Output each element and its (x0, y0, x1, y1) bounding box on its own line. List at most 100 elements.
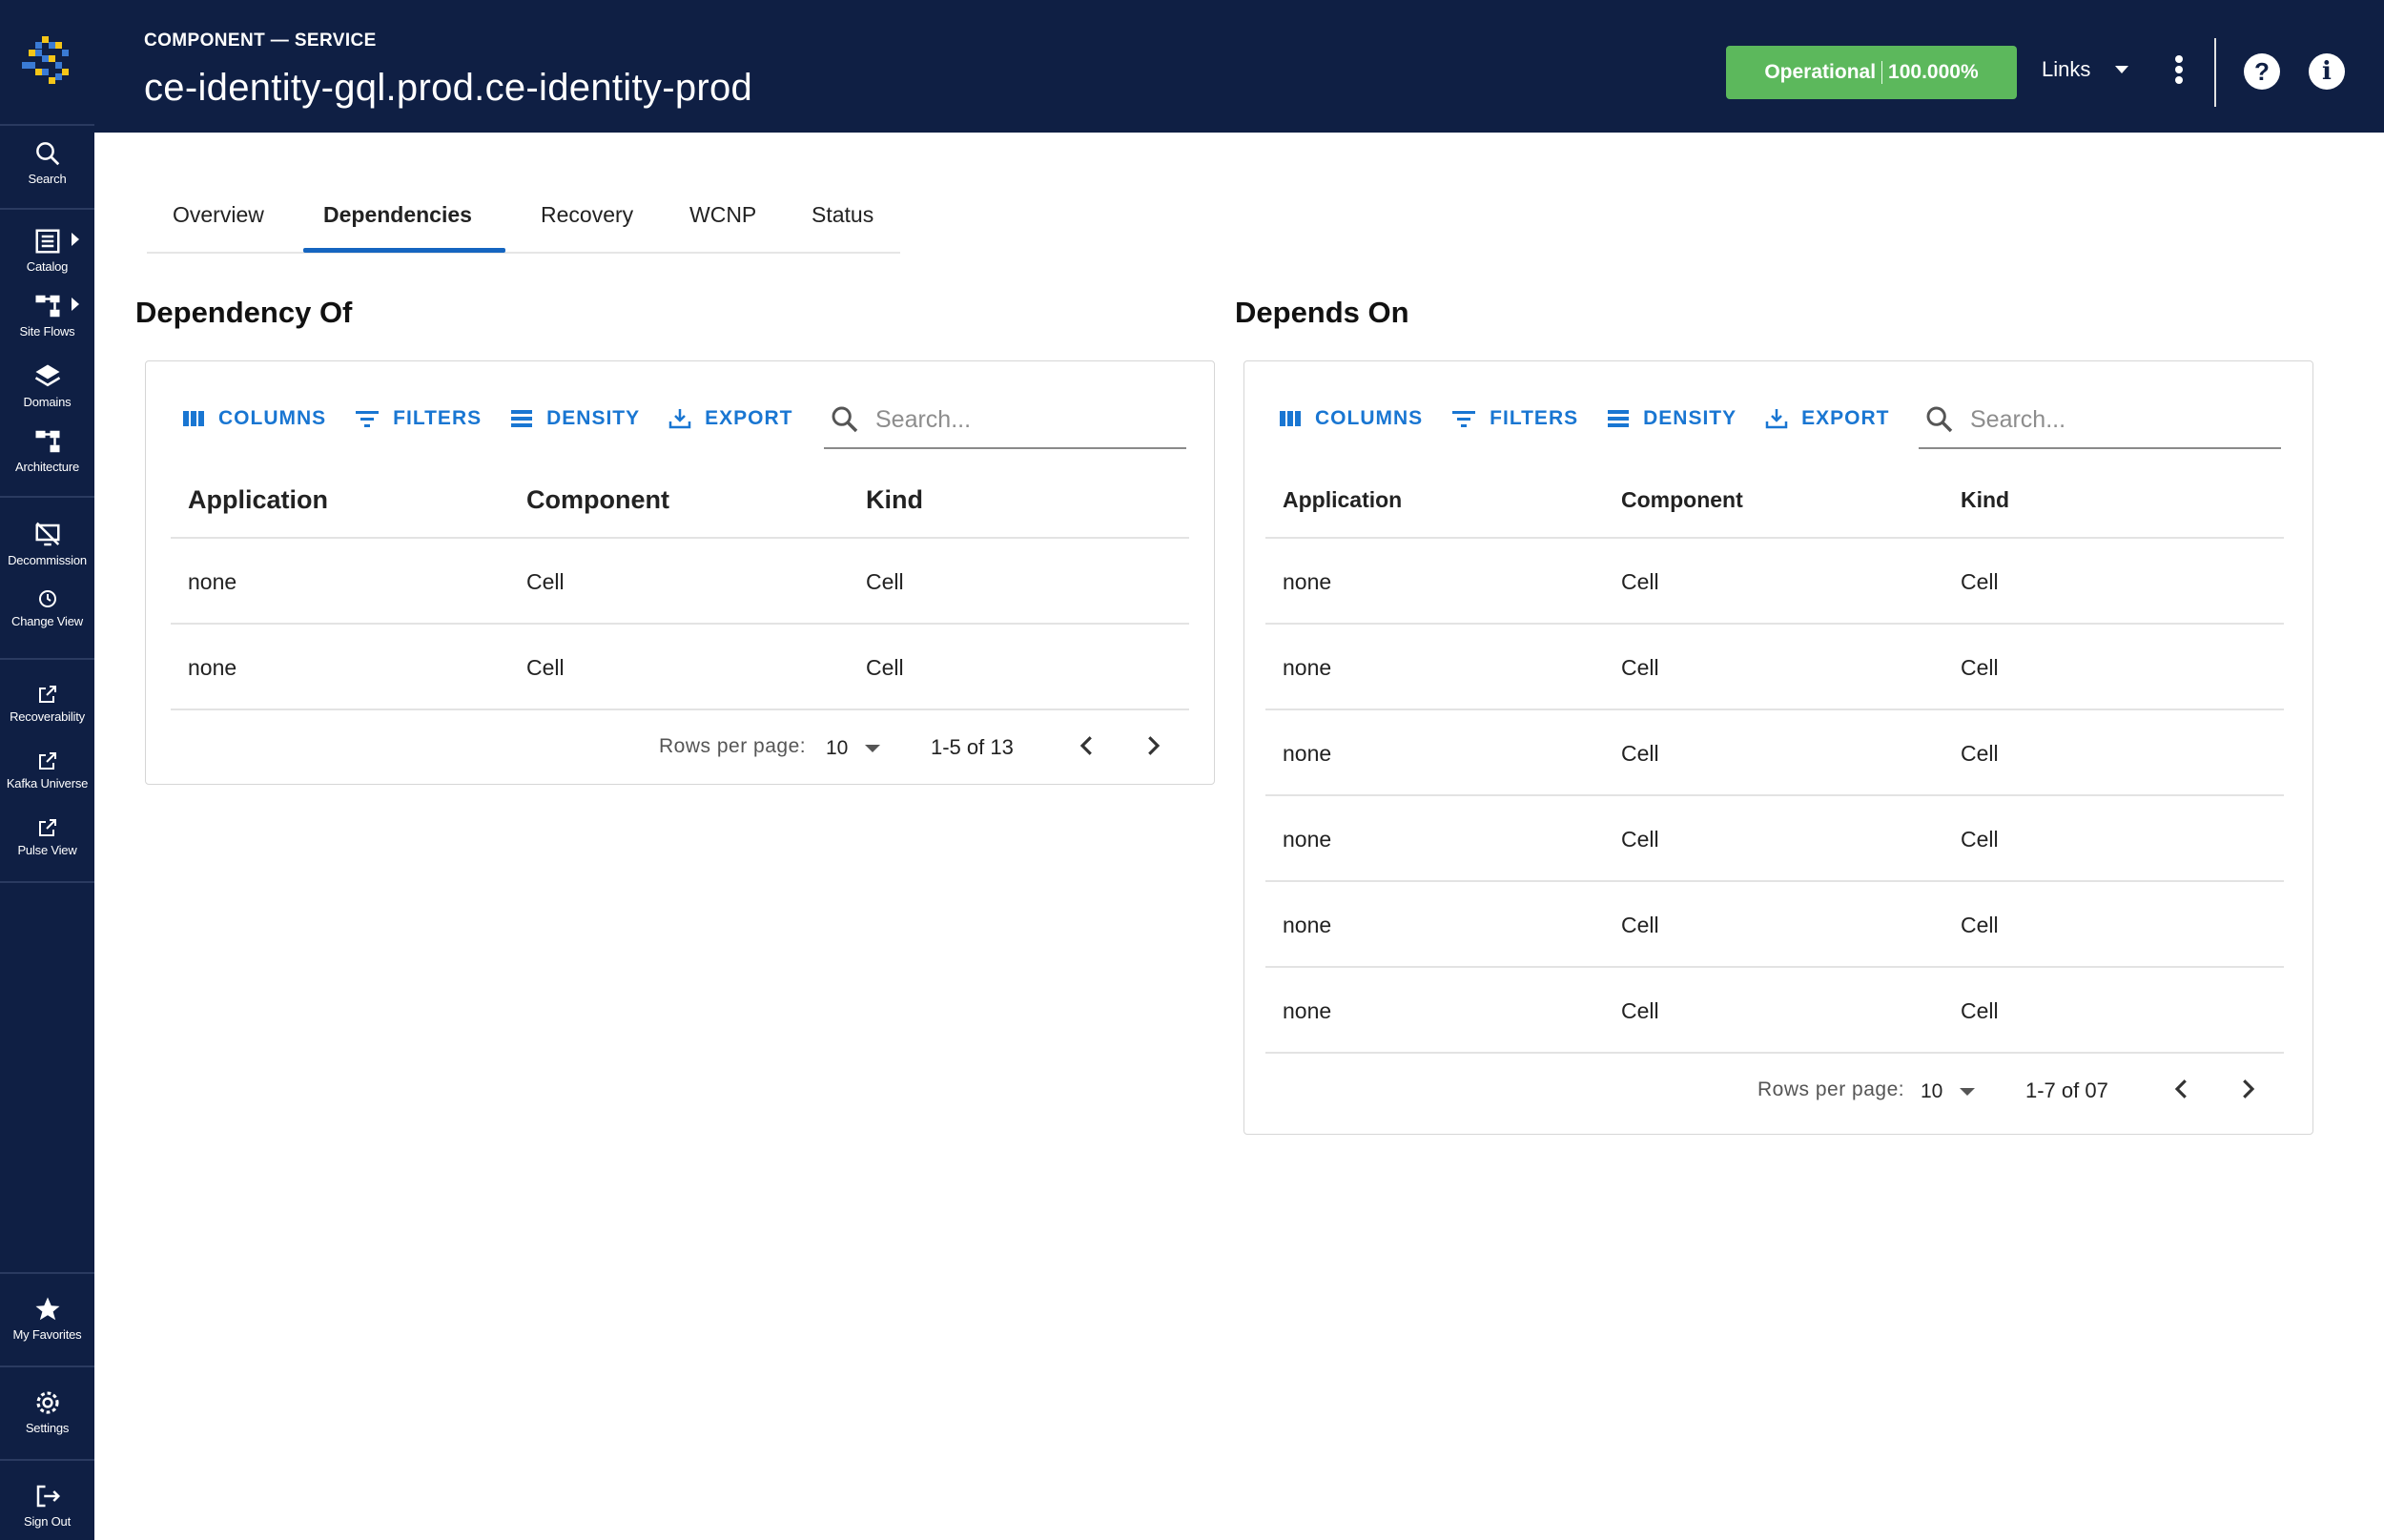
sidebar-divider (0, 124, 94, 126)
links-label: Links (2042, 57, 2091, 81)
column-header-application[interactable]: Application (1283, 487, 1403, 512)
links-dropdown[interactable]: Links (2042, 57, 2129, 82)
cell-component: Cell (1621, 569, 1659, 594)
download-icon (1765, 409, 1788, 429)
sidebar-item-domains[interactable]: Domains (0, 362, 94, 409)
status-badge[interactable]: Operational 100.000% (1726, 46, 2017, 99)
table-header: Application Component Kind (171, 457, 1189, 539)
tab-recovery[interactable]: Recovery (541, 202, 634, 227)
sidebar-divider (0, 1365, 94, 1367)
cell-component: Cell (1621, 741, 1659, 766)
sidebar-item-decommission[interactable]: Decommission (0, 521, 94, 567)
column-header-kind[interactable]: Kind (866, 485, 923, 514)
sidebar-item-sign-out[interactable]: Sign Out (0, 1482, 94, 1529)
table-row[interactable]: none Cell Cell (1265, 625, 2284, 710)
cell-application: none (1283, 913, 1332, 937)
columns-label: COLUMNS (1315, 407, 1424, 429)
caret-down-icon (1960, 1088, 1976, 1096)
search-field[interactable] (1919, 392, 2281, 449)
next-page-button[interactable] (2233, 1075, 2262, 1103)
previous-page-button[interactable] (2168, 1075, 2196, 1103)
cell-kind: Cell (1961, 827, 1999, 852)
layers-icon (34, 364, 60, 387)
page-header: COMPONENT — SERVICE ce-identity-gql.prod… (94, 0, 2384, 133)
tab-overview[interactable]: Overview (173, 202, 264, 227)
info-icon[interactable]: i (2309, 53, 2345, 90)
external-link-icon (38, 819, 56, 836)
section-title-depends-on: Depends On (1235, 296, 1409, 329)
rows-per-page-label: Rows per page: (659, 735, 807, 757)
density-icon (1608, 410, 1630, 427)
search-field[interactable] (824, 392, 1186, 449)
tab-dependencies[interactable]: Dependencies (323, 202, 472, 227)
table-row[interactable]: none Cell Cell (1265, 539, 2284, 625)
dependency-of-card: COLUMNS FILTERS DENSITY EXPORT Applicati… (145, 360, 1215, 785)
density-button[interactable]: DENSITY (510, 407, 640, 430)
sidebar: Search Catalog Site Flows Domains Archit… (0, 0, 94, 1540)
search-input[interactable] (1970, 405, 2256, 434)
table-row[interactable]: none Cell Cell (1265, 968, 2284, 1054)
tab-status[interactable]: Status (812, 202, 874, 227)
pagination-range: 1-5 of 13 (931, 735, 1014, 759)
column-header-application[interactable]: Application (188, 485, 328, 514)
sidebar-item-architecture[interactable]: Architecture (0, 427, 94, 474)
sidebar-item-catalog[interactable]: Catalog (0, 227, 94, 274)
sidebar-item-search[interactable]: Search (0, 139, 94, 186)
sidebar-item-label: Pulse View (17, 843, 77, 857)
rows-per-page-label: Rows per page: (1757, 1078, 1905, 1100)
tab-wcnp[interactable]: WCNP (689, 202, 757, 227)
sidebar-item-settings[interactable]: Settings (0, 1388, 94, 1435)
filters-button[interactable]: FILTERS (355, 407, 482, 430)
cell-component: Cell (526, 569, 565, 594)
next-page-button[interactable] (1139, 731, 1167, 760)
sidebar-item-kafka-universe[interactable]: Kafka Universe (0, 749, 94, 791)
table-row[interactable]: none Cell Cell (171, 625, 1189, 710)
cell-application: none (188, 569, 237, 594)
table-row[interactable]: none Cell Cell (171, 539, 1189, 625)
sidebar-item-my-favorites[interactable]: My Favorites (0, 1295, 94, 1342)
export-button[interactable]: EXPORT (668, 407, 792, 430)
columns-button[interactable]: COLUMNS (182, 407, 326, 430)
previous-page-button[interactable] (1073, 731, 1101, 760)
sidebar-item-change-view[interactable]: Change View (0, 587, 94, 628)
architecture-icon (35, 430, 59, 453)
cell-application: none (1283, 569, 1332, 594)
column-header-component[interactable]: Component (526, 485, 669, 514)
history-icon (38, 590, 56, 607)
search-input[interactable] (875, 405, 1161, 434)
cell-application: none (1283, 741, 1332, 766)
columns-label: COLUMNS (218, 407, 327, 429)
columns-button[interactable]: COLUMNS (1279, 407, 1423, 430)
export-label: EXPORT (1801, 407, 1890, 429)
table-row[interactable]: none Cell Cell (1265, 710, 2284, 796)
rows-per-page-select[interactable]: 10 (826, 737, 881, 760)
table-row[interactable]: none Cell Cell (1265, 796, 2284, 882)
caret-down-icon (2115, 66, 2129, 73)
cell-kind: Cell (1961, 998, 1999, 1023)
sidebar-item-recoverability[interactable]: Recoverability (0, 683, 94, 724)
external-link-icon (38, 686, 56, 703)
sidebar-item-label: Kafka Universe (6, 776, 89, 791)
density-button[interactable]: DENSITY (1607, 407, 1737, 430)
rows-per-page-select[interactable]: 10 (1921, 1080, 1976, 1103)
sidebar-item-site-flows[interactable]: Site Flows (0, 292, 94, 339)
column-header-kind[interactable]: Kind (1961, 487, 2010, 512)
site-flows-icon (35, 295, 59, 318)
app-logo[interactable] (21, 34, 74, 88)
column-header-component[interactable]: Component (1621, 487, 1743, 512)
rows-per-page-value: 10 (1921, 1080, 1943, 1102)
sidebar-item-pulse-view[interactable]: Pulse View (0, 816, 94, 857)
export-button[interactable]: EXPORT (1765, 407, 1889, 430)
sign-out-icon (36, 1485, 60, 1508)
sidebar-item-label: Site Flows (19, 324, 75, 339)
chevron-right-icon (72, 298, 79, 311)
help-icon[interactable]: ? (2244, 53, 2280, 90)
sidebar-item-label: Architecture (15, 460, 79, 474)
filters-button[interactable]: FILTERS (1451, 407, 1578, 430)
table-row[interactable]: none Cell Cell (1265, 882, 2284, 968)
search-icon (832, 406, 858, 433)
sidebar-divider (0, 1459, 94, 1461)
cell-application: none (188, 655, 237, 680)
more-options-icon[interactable] (2171, 55, 2187, 90)
cell-kind: Cell (866, 569, 904, 594)
